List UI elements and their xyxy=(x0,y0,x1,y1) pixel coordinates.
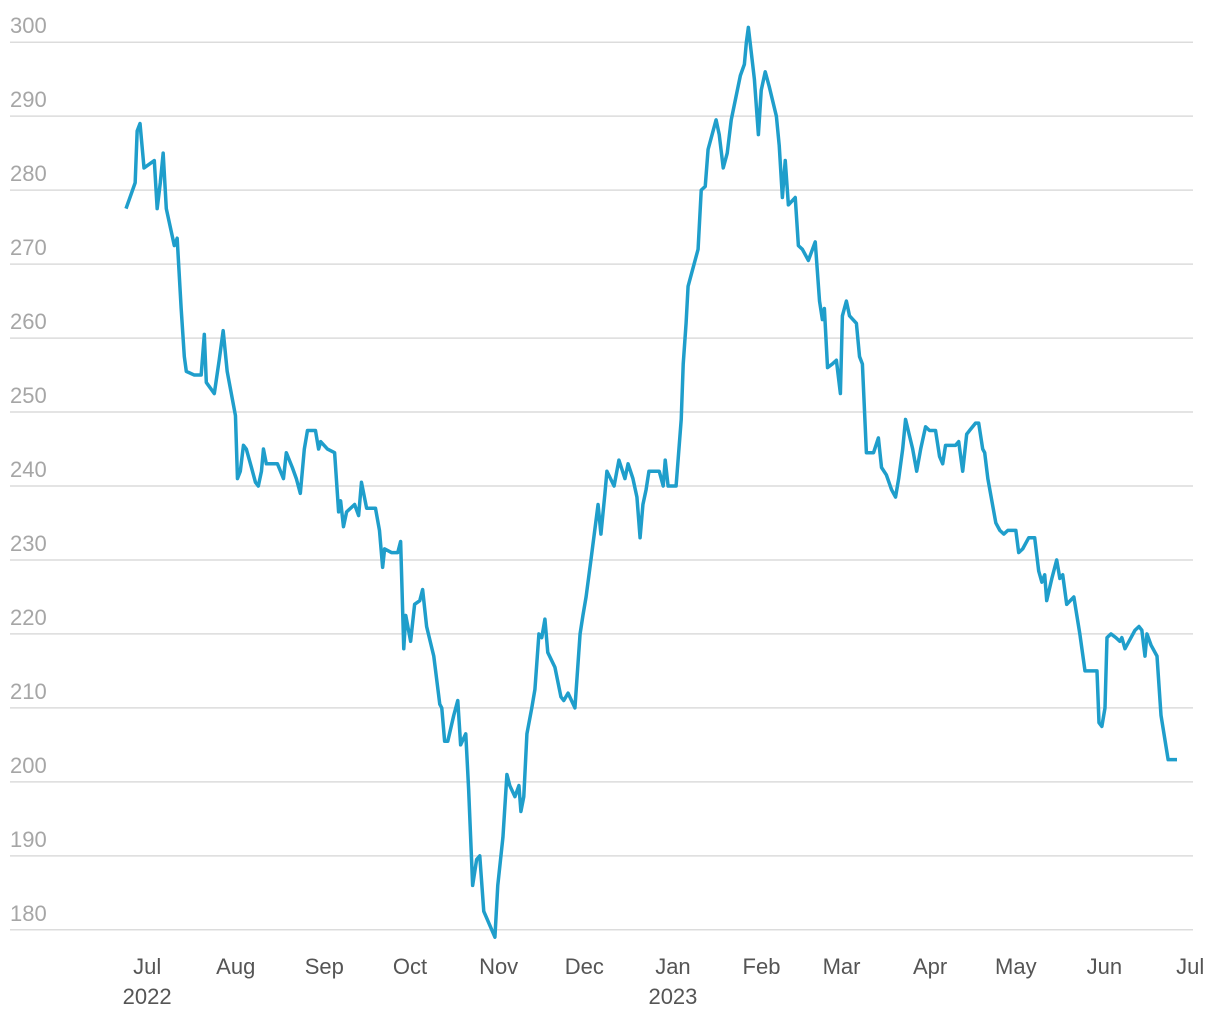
x-tick-label: Oct xyxy=(393,954,427,979)
y-tick-label: 250 xyxy=(10,383,47,408)
x-year-label: 2022 xyxy=(123,984,172,1009)
x-year-label: 2023 xyxy=(648,984,697,1009)
x-tick-label: Jun xyxy=(1087,954,1122,979)
y-tick-label: 220 xyxy=(10,605,47,630)
y-tick-label: 290 xyxy=(10,87,47,112)
line-series xyxy=(124,25,1177,939)
y-tick-label: 270 xyxy=(10,235,47,260)
y-tick-label: 200 xyxy=(10,753,47,778)
x-tick-label: Dec xyxy=(565,954,604,979)
x-tick-label: Jan xyxy=(655,954,690,979)
x-tick-label: Jul xyxy=(133,954,161,979)
x-tick-label: Sep xyxy=(305,954,344,979)
y-tick-label: 210 xyxy=(10,679,47,704)
y-tick-label: 240 xyxy=(10,457,47,482)
x-tick-label: Feb xyxy=(743,954,781,979)
y-tick-label: 260 xyxy=(10,309,47,334)
y-tick-label: 190 xyxy=(10,827,47,852)
y-tick-label: 230 xyxy=(10,531,47,556)
y-tick-label: 180 xyxy=(10,901,47,926)
y-tick-label: 280 xyxy=(10,161,47,186)
x-tick-label: May xyxy=(995,954,1037,979)
y-tick-label: 300 xyxy=(10,13,47,38)
x-tick-label: Nov xyxy=(479,954,518,979)
x-tick-label: Jul xyxy=(1176,954,1204,979)
x-tick-label: Aug xyxy=(216,954,255,979)
x-tick-label: Apr xyxy=(913,954,947,979)
x-tick-label: Mar xyxy=(823,954,861,979)
